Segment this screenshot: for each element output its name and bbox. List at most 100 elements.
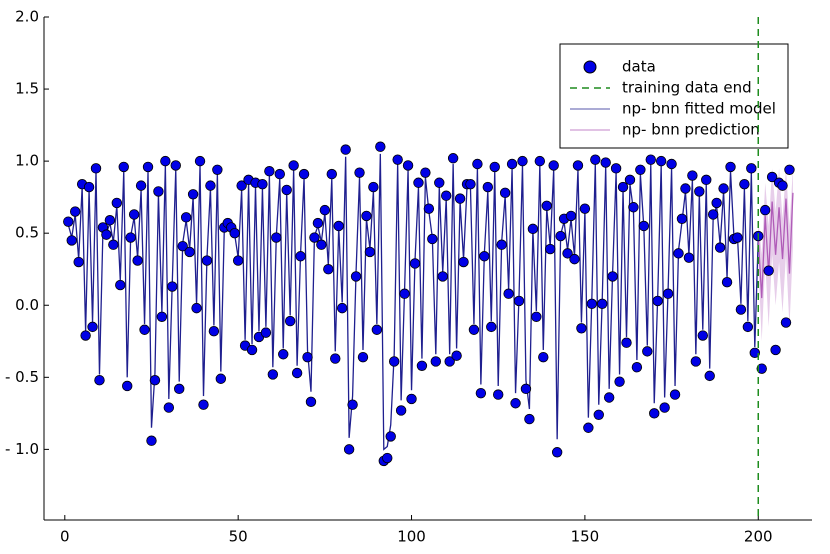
data-point [468, 324, 480, 335]
data-point [714, 242, 726, 253]
data-point [583, 422, 594, 433]
data-point [246, 344, 258, 356]
data-point [371, 324, 383, 335]
y-tick-label: 2.0 [15, 8, 39, 26]
data-point [271, 232, 282, 243]
data-point [232, 255, 244, 266]
data-point [579, 203, 591, 214]
data-point [638, 220, 650, 232]
data-point [430, 356, 442, 367]
data-point [333, 220, 344, 232]
data-point [316, 239, 327, 250]
data-point [617, 181, 629, 193]
data-point [607, 271, 618, 282]
data-point [357, 351, 369, 363]
data-point [451, 350, 462, 361]
legend-marker [583, 60, 597, 74]
data-point [385, 431, 396, 442]
data-point [652, 295, 663, 307]
data-point [531, 311, 542, 322]
data-point [669, 389, 681, 400]
data-point [524, 413, 535, 425]
data-point [416, 360, 428, 371]
data-point [562, 248, 573, 259]
data-point [267, 369, 279, 380]
y-tick-label: 1.5 [15, 80, 39, 98]
data-point [770, 344, 781, 356]
data-point [756, 363, 767, 374]
data-point [423, 203, 435, 214]
data-point [194, 155, 206, 167]
data-point [260, 327, 272, 338]
legend: data training data end np- bnn fitted mode… [559, 43, 789, 149]
data-point [548, 160, 559, 171]
data-point [527, 223, 539, 235]
data-point [274, 168, 285, 180]
data-point [441, 190, 452, 201]
x-tick-label: 150 [571, 528, 600, 546]
data-point [361, 210, 372, 222]
data-point [590, 154, 601, 165]
data-point [517, 155, 528, 167]
data-point [340, 144, 351, 155]
data-point [649, 408, 660, 419]
data-point [375, 141, 386, 152]
data-point [576, 323, 587, 334]
data-point [718, 183, 729, 194]
data-point [156, 311, 168, 322]
legend-label: data [622, 58, 656, 76]
data-point [295, 251, 306, 262]
data-point [472, 158, 483, 170]
data-point [624, 174, 636, 186]
data-point [364, 246, 376, 258]
x-tick-label: 0 [60, 528, 70, 546]
data-point [229, 227, 240, 239]
data-point [534, 155, 546, 167]
data-point [486, 321, 497, 333]
legend-label: np- bnn prediction [622, 121, 760, 139]
data-point [673, 248, 684, 259]
data-point [614, 376, 625, 387]
data-point [503, 288, 514, 299]
data-point [707, 209, 719, 220]
data-point [506, 158, 518, 170]
data-point [163, 402, 175, 413]
data-point [125, 232, 136, 243]
data-point [191, 302, 202, 314]
data-point [395, 405, 407, 416]
data-point [520, 383, 532, 395]
data-point [659, 402, 670, 413]
data-point [434, 177, 445, 188]
data-point [628, 202, 639, 213]
data-point [139, 324, 150, 335]
data-point [212, 164, 223, 175]
data-point [111, 197, 123, 209]
data-point [388, 356, 400, 367]
data-point [406, 393, 417, 405]
data-point [257, 178, 268, 190]
y-tick-label: - 0.5 [5, 368, 39, 386]
data-point [420, 167, 431, 178]
x-tick-label: 50 [229, 528, 248, 546]
data-point [291, 367, 303, 379]
data-point [593, 409, 604, 420]
data-point [725, 161, 736, 173]
data-point [122, 380, 133, 392]
data-point [465, 178, 476, 190]
data-point [135, 180, 147, 191]
data-point [603, 392, 615, 403]
data-point [680, 183, 691, 194]
data-point [146, 435, 157, 446]
data-point [284, 315, 296, 327]
data-point [330, 353, 341, 364]
data-point [288, 160, 299, 171]
data-point [711, 197, 722, 209]
data-point [683, 252, 695, 263]
data-point [763, 265, 774, 276]
data-point [104, 215, 116, 226]
data-point [153, 186, 164, 197]
data-point [545, 243, 556, 255]
data-point [635, 164, 646, 175]
data-point [368, 181, 379, 193]
